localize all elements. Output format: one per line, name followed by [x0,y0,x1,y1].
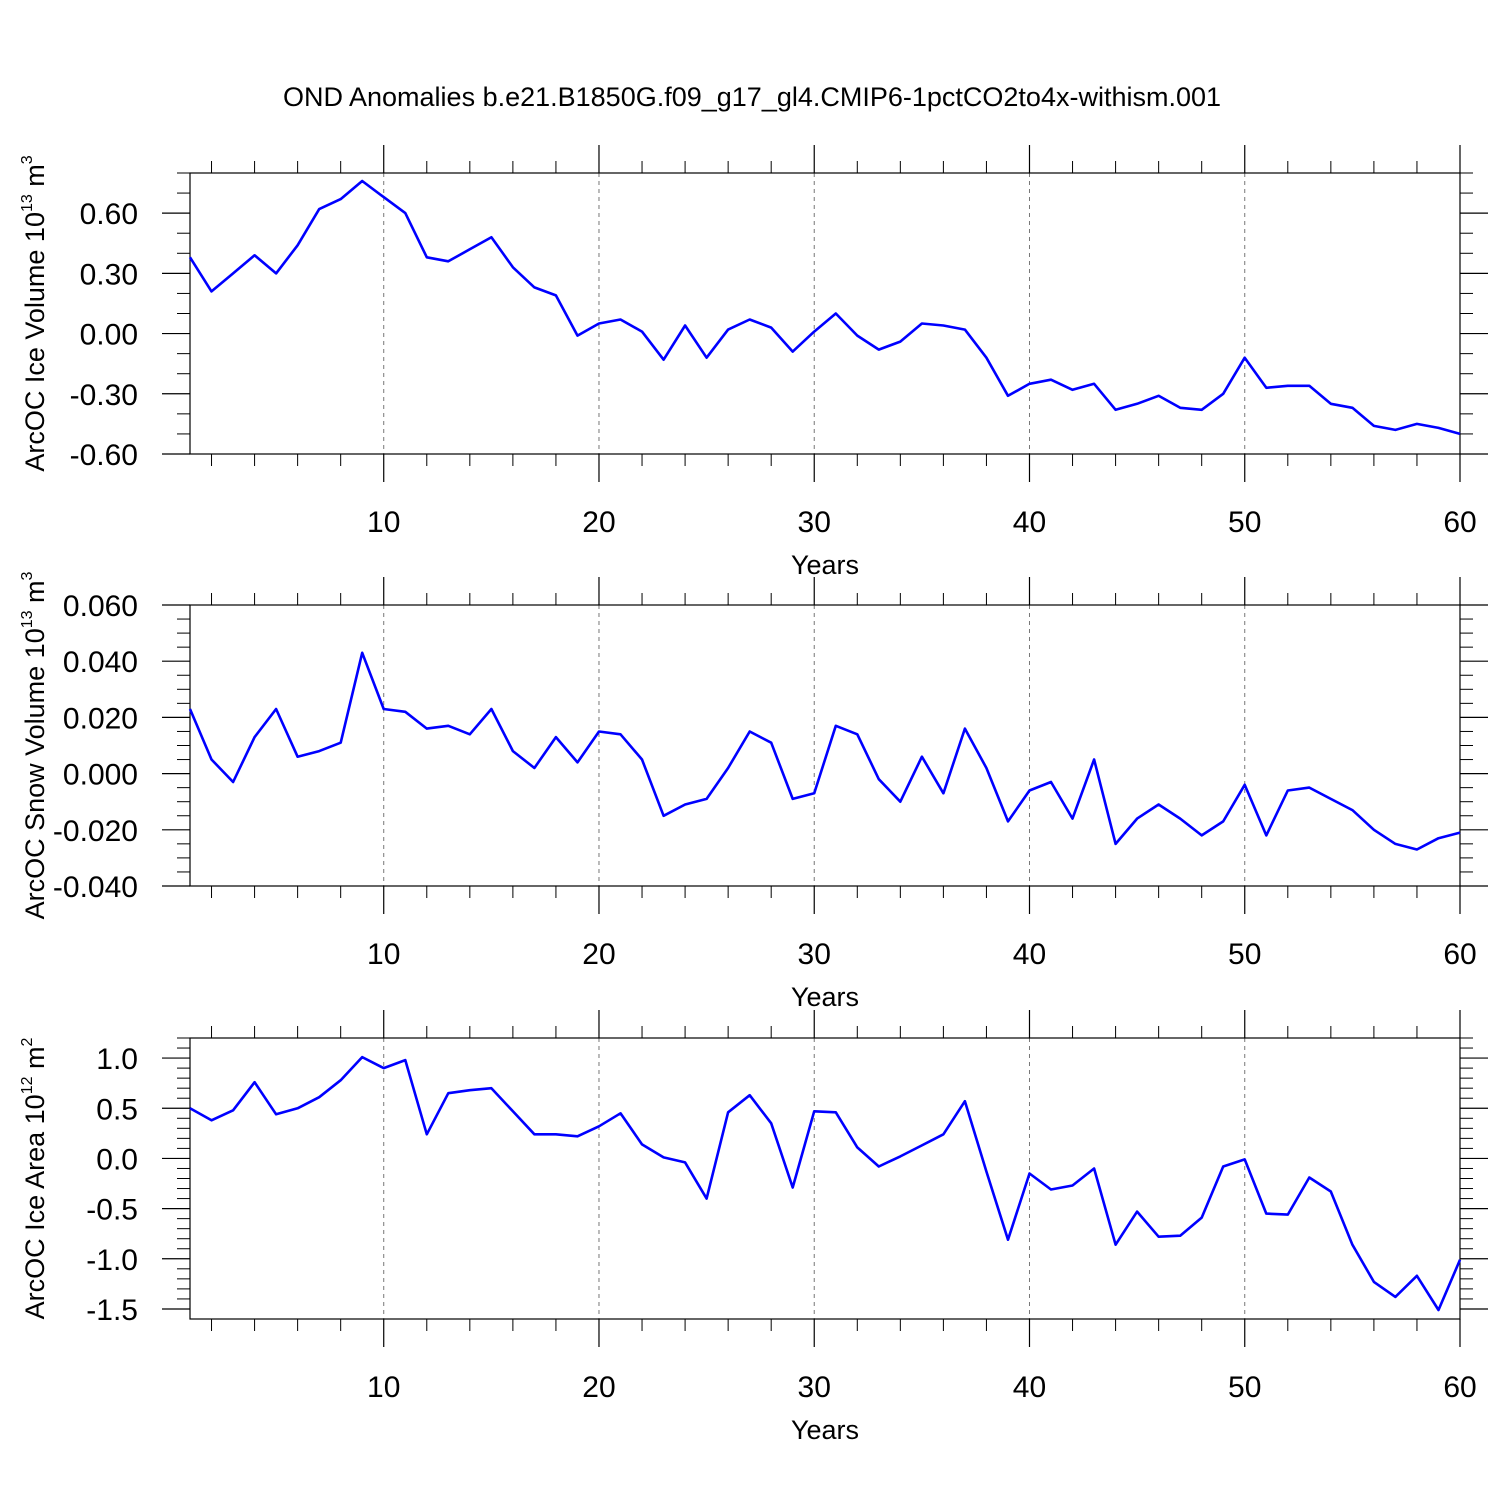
ice-volume-x-tick-label: 50 [1228,506,1261,539]
snow-volume-x-axis-title: Years [791,982,859,1012]
panel-ice-volume: 10 20 30 40 50 60 -0.60 -0.30 0.00 0.30 0.60 Years A… [19,145,1488,580]
snow-volume-y-tick-label: -0.020 [53,815,138,848]
ice-volume-x-tick-label: 10 [367,506,400,539]
snow-volume-y-tick-label: -0.040 [53,871,138,904]
ice-volume-series-line [188,179,1461,436]
ice-volume-x-tick-label: 40 [1013,506,1046,539]
ice-volume-y-tick-label: 0.30 [80,258,138,291]
snow-volume-y-tick-label: 0.060 [63,590,138,623]
panel-ice-area: 10 20 30 40 50 60 -1.5 -1.0 -0.5 0.0 0.5 1.0 Years Ar… [19,1010,1488,1445]
panel-snow-volume: 10 20 30 40 50 60 -0.040 -0.020 0.000 0.020 0.040 0… [19,571,1488,1012]
snow-volume-x-tick-label: 60 [1443,938,1476,971]
ice-volume-x-axis-title: Years [791,550,859,580]
snow-volume-y-tick-label: 0.000 [63,759,138,792]
ice-area-y-tick-label: 0.0 [96,1143,138,1176]
ice-area-y-tick-label: -0.5 [86,1194,138,1227]
snow-volume-x-tick-label: 40 [1013,938,1046,971]
ice-volume-x-tick-label: 20 [582,506,615,539]
ice-volume-x-tick-label: 30 [798,506,831,539]
ice-volume-y-axis-title: ArcOC Ice Volume 1013 m3 [19,155,50,471]
ice-area-x-tick-label: 30 [798,1371,831,1404]
ice-area-plot-frame [189,1037,1461,1320]
snow-volume-series-line [188,651,1461,851]
ice-volume-x-tick-label: 60 [1443,506,1476,539]
snow-volume-y-axis-title: ArcOC Snow Volume 1013 m3 [19,571,50,919]
figure-title: OND Anomalies b.e21.B1850G.f09_g17_gl4.C… [283,82,1221,112]
ice-volume-plot-frame [189,172,1461,455]
ice-area-x-axis-title: Years [791,1415,859,1445]
ice-volume-y-tick-label: 0.60 [80,198,138,231]
snow-volume-y-tick-label: 0.020 [63,702,138,735]
ice-area-series-line [189,1055,1462,1312]
ice-volume-y-tick-label: -0.60 [70,439,138,472]
snow-volume-x-tick-label: 20 [582,938,615,971]
ice-area-y-axis-title: ArcOC Ice Area 1012 m2 [19,1038,50,1320]
ice-area-x-tick-label: 20 [582,1371,615,1404]
snow-volume-x-tick-label: 10 [367,938,400,971]
ice-area-x-tick-label: 10 [367,1371,400,1404]
snow-volume-x-tick-label: 30 [798,938,831,971]
ice-area-y-tick-label: -1.0 [86,1244,138,1277]
ice-volume-y-tick-label: -0.30 [70,379,138,412]
snow-volume-plot-frame [189,604,1461,887]
ice-area-y-tick-label: -1.5 [86,1294,138,1327]
ice-volume-y-tick-label: 0.00 [80,319,138,352]
ice-area-x-tick-label: 60 [1443,1371,1476,1404]
ice-area-x-tick-label: 40 [1013,1371,1046,1404]
snow-volume-x-tick-label: 50 [1228,938,1261,971]
ice-area-y-tick-label: 0.5 [96,1093,138,1126]
snow-volume-y-tick-label: 0.040 [63,646,138,679]
ice-area-x-tick-label: 50 [1228,1371,1261,1404]
ice-area-y-tick-label: 1.0 [96,1043,138,1076]
